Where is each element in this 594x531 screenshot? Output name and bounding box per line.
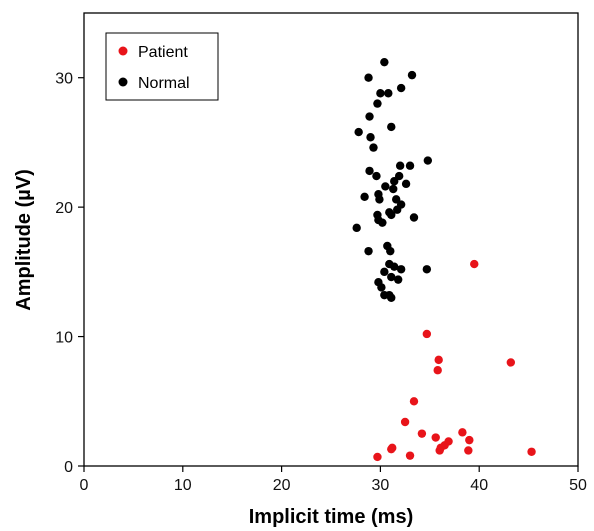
data-point-normal xyxy=(372,171,381,181)
data-point-normal xyxy=(405,161,415,170)
data-point-normal xyxy=(423,156,433,165)
data-point-normal xyxy=(365,112,374,121)
plot-frame xyxy=(83,12,579,467)
x-tick-label: 30 xyxy=(372,477,390,494)
data-point-normal xyxy=(384,89,393,98)
data-point-normal xyxy=(386,246,395,256)
data-point-normal xyxy=(393,275,403,284)
data-point-patient xyxy=(405,451,415,460)
data-point-patient xyxy=(409,397,419,406)
data-point-normal xyxy=(352,223,361,233)
x-tick-label: 10 xyxy=(174,477,192,494)
data-point-normal xyxy=(390,177,399,186)
data-point-normal xyxy=(396,83,406,93)
data-point-patient xyxy=(470,259,479,269)
x-tick-label: 40 xyxy=(470,477,488,494)
data-point-normal xyxy=(380,267,389,277)
data-point-normal xyxy=(354,127,363,137)
y-tick-label: 30 xyxy=(55,71,73,88)
data-point-normal xyxy=(364,246,373,256)
legend-label-patient: Patient xyxy=(138,44,188,61)
y-tick-label: 10 xyxy=(55,330,73,347)
data-point-patient xyxy=(506,358,516,367)
x-tick-label: 20 xyxy=(273,477,291,494)
data-point-normal xyxy=(422,265,432,274)
data-point-patient xyxy=(527,447,536,456)
data-point-normal xyxy=(390,262,399,271)
data-points xyxy=(352,57,536,462)
data-point-normal xyxy=(389,184,398,194)
y-axis: 0 10 20 30 xyxy=(55,71,84,476)
data-point-patient xyxy=(417,429,427,438)
data-point-normal xyxy=(373,99,382,108)
legend: Patient Normal xyxy=(105,32,219,101)
legend-marker-patient xyxy=(118,46,128,56)
data-point-patient xyxy=(433,366,442,375)
data-point-normal xyxy=(366,133,375,142)
data-point-normal xyxy=(380,290,389,300)
data-point-normal xyxy=(387,122,396,132)
data-point-normal xyxy=(375,195,384,204)
legend-label-normal: Normal xyxy=(138,75,190,92)
data-point-normal xyxy=(376,89,385,98)
data-point-normal xyxy=(360,192,369,201)
x-tick-label: 0 xyxy=(80,477,89,494)
data-point-normal xyxy=(395,161,405,170)
data-point-normal xyxy=(387,272,396,282)
data-point-patient xyxy=(373,452,382,462)
data-point-normal xyxy=(380,57,389,67)
data-point-normal xyxy=(387,293,396,302)
y-tick-label: 0 xyxy=(64,459,73,476)
legend-box xyxy=(105,32,219,101)
data-point-normal xyxy=(365,166,374,176)
data-point-patient xyxy=(431,433,440,442)
data-point-normal xyxy=(409,213,419,222)
data-point-normal xyxy=(378,218,387,227)
legend-marker-normal xyxy=(118,77,128,87)
data-point-normal xyxy=(377,283,386,292)
data-point-patient xyxy=(435,446,444,455)
x-axis: 0 10 20 30 40 50 xyxy=(80,466,587,494)
data-point-patient xyxy=(465,435,474,445)
data-point-normal xyxy=(381,182,390,191)
data-point-patient xyxy=(464,446,473,455)
data-point-patient xyxy=(434,355,443,365)
x-tick-label: 50 xyxy=(569,477,587,494)
data-point-normal xyxy=(407,70,417,80)
y-axis-title: Amplitude (µV) xyxy=(13,169,35,311)
data-point-normal xyxy=(401,179,411,189)
data-point-patient xyxy=(387,444,396,454)
data-point-normal xyxy=(364,73,373,82)
data-point-normal xyxy=(392,205,402,214)
data-point-patient xyxy=(422,329,432,339)
data-point-patient xyxy=(400,417,410,427)
data-point-normal xyxy=(396,265,406,274)
data-point-patient xyxy=(458,428,467,437)
x-axis-title: Implicit time (ms) xyxy=(249,506,413,528)
y-tick-label: 20 xyxy=(55,200,73,217)
data-point-normal xyxy=(387,210,396,220)
data-point-normal xyxy=(369,143,378,152)
